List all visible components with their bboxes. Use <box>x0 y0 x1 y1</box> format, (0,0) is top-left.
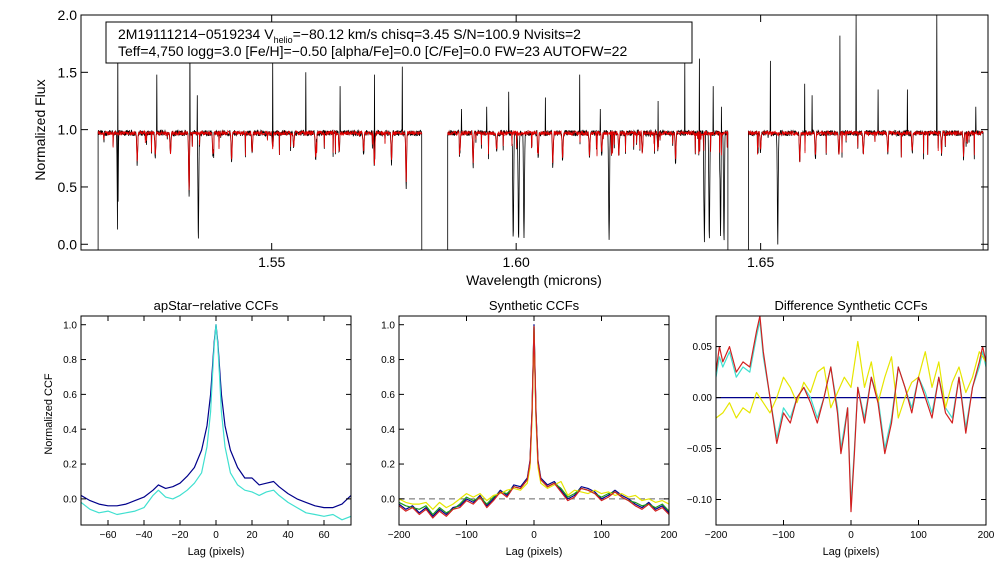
apstar-ccf-y-tick-label: 1.0 <box>63 320 77 331</box>
spectrum-y-tick-label: 0.5 <box>58 179 78 195</box>
spectrum-y-tick-label: 2.0 <box>58 7 78 23</box>
spectrum-y-label: Normalized Flux <box>32 79 48 180</box>
apstar-ccf-series-group <box>81 324 351 521</box>
synthetic-ccf-x-tick-label: −100 <box>455 530 478 541</box>
synthetic-ccf-y-tick-label: 0.2 <box>381 460 395 471</box>
apstar-ccf-y-label: Normalized CCF <box>43 373 55 455</box>
spectrum-x-tick-label: 1.65 <box>747 254 774 270</box>
difference-ccf-y-tick-label: 0.00 <box>693 393 713 404</box>
synthetic-ccf-x-tick-label: 0 <box>531 530 537 541</box>
apstar-ccf-y-tick-label: 0.2 <box>63 460 77 471</box>
spectrum-panel: Wavelength (microns) Normalized Flux 1.5… <box>32 7 989 288</box>
apstar-ccf-x-tick-label: 20 <box>246 530 258 541</box>
difference-ccf-x-tick-label: 0 <box>848 530 854 541</box>
synthetic-ccf-y-tick-label: 0.8 <box>381 355 395 366</box>
difference-ccf-x-tick-label: −100 <box>772 530 795 541</box>
spectrum-plot-frame <box>80 14 989 251</box>
apstar-ccf-x-tick-label: 60 <box>318 530 330 541</box>
apstar-ccf-x-tick-label: −40 <box>136 530 153 541</box>
difference-ccf-x-tick-label: −200 <box>705 530 728 541</box>
spectrum-y-tick-label: 1.0 <box>58 122 78 138</box>
apstar-ccf-plot-frame <box>80 315 352 526</box>
synthetic-ccf-panel: Synthetic CCFs Lag (pixels) −200 −100 0 100… <box>381 298 678 558</box>
spectrum-x-tick-label: 1.55 <box>258 254 285 270</box>
synthetic-ccf-series-synthetic-ccf-3 <box>399 329 669 510</box>
info-line-1-subscript: helio <box>274 35 293 45</box>
spectrum-series-observed-chip-1 <box>97 40 423 250</box>
synthetic-ccf-x-tick-label: 100 <box>593 530 610 541</box>
apstar-ccf-y-tick-label: 0.6 <box>63 390 77 401</box>
synthetic-ccf-x-tick-label: −200 <box>388 530 411 541</box>
spectrum-x-label: Wavelength (microns) <box>466 272 602 288</box>
synthetic-ccf-series-group <box>399 324 669 519</box>
synthetic-ccf-title: Synthetic CCFs <box>489 298 580 313</box>
difference-ccf-y-tick-label: −0.10 <box>687 495 713 506</box>
difference-ccf-title: Difference Synthetic CCFs <box>775 298 928 313</box>
info-box-frame <box>105 21 693 64</box>
spectrum-series-observed-chip-2 <box>447 58 729 250</box>
spectrum-y-tick-label: 1.5 <box>58 64 78 80</box>
difference-ccf-series-difference-4 <box>716 316 986 513</box>
synthetic-ccf-y-tick-label: 0.6 <box>381 390 395 401</box>
synthetic-ccf-x-label: Lag (pixels) <box>506 546 563 558</box>
spectrum-series-group <box>97 15 984 250</box>
difference-ccf-y-tick-label: 0.05 <box>693 342 713 353</box>
difference-ccf-series-difference-3 <box>716 340 986 419</box>
spectrum-series-synthetic-chip-1 <box>97 129 423 191</box>
apstar-ccf-y-tick-label: 0.8 <box>63 355 77 366</box>
apstar-ccf-y-tick-label: 0.0 <box>63 494 77 505</box>
apstar-ccf-x-tick-label: 40 <box>282 530 294 541</box>
spectrum-x-tick-label: 1.60 <box>503 254 530 270</box>
synthetic-ccf-y-tick-label: 0.0 <box>381 494 395 505</box>
synthetic-ccf-x-tick-label: 200 <box>661 530 678 541</box>
apstar-ccf-x-tick-label: −60 <box>100 530 117 541</box>
difference-ccf-panel: Difference Synthetic CCFs Lag (pixels) −… <box>687 298 995 558</box>
apstar-ccf-y-tick-label: 0.4 <box>63 425 77 436</box>
apstar-ccf-title: apStar−relative CCFs <box>154 298 279 313</box>
info-line-1-suffix: =−80.12 km/s chisq=3.45 S/N=100.9 Nvisit… <box>293 26 582 42</box>
difference-ccf-x-label: Lag (pixels) <box>823 546 880 558</box>
apstar-ccf-x-tick-label: −20 <box>172 530 189 541</box>
info-line-1: 2M19111214−0519234 Vhelio=−80.12 km/s ch… <box>118 26 581 45</box>
spectrum-y-tick-label: 0.0 <box>58 236 78 252</box>
spectrum-info-box: 2M19111214−0519234 Vhelio=−80.12 km/s ch… <box>105 21 693 64</box>
synthetic-ccf-y-tick-label: 0.4 <box>381 425 395 436</box>
synthetic-ccf-series-synthetic-ccf-4 <box>399 325 669 519</box>
info-line-1-prefix: 2M19111214−0519234 V <box>118 26 274 42</box>
difference-ccf-x-tick-label: 100 <box>910 530 927 541</box>
apstar-ccf-x-tick-label: 0 <box>213 530 219 541</box>
spectrum-series-synthetic-chip-2 <box>447 129 729 164</box>
apstar-ccf-panel: apStar−relative CCFs Lag (pixels) Normal… <box>43 298 352 558</box>
apstar-ccf-series-combined-ccf <box>81 324 351 509</box>
difference-ccf-x-tick-label: 200 <box>978 530 995 541</box>
apstar-ccf-x-label: Lag (pixels) <box>188 546 245 558</box>
synthetic-ccf-y-tick-label: 1.0 <box>381 320 395 331</box>
difference-ccf-y-tick-label: −0.05 <box>687 444 713 455</box>
difference-ccf-series-group <box>716 316 986 513</box>
info-line-2: Teff=4,750 logg=3.0 [Fe/H]=−0.50 [alpha/… <box>118 43 627 59</box>
apstar-ccf-series-visit-ccf <box>81 324 351 521</box>
spectrum-series-synthetic-chip-3 <box>748 129 984 163</box>
